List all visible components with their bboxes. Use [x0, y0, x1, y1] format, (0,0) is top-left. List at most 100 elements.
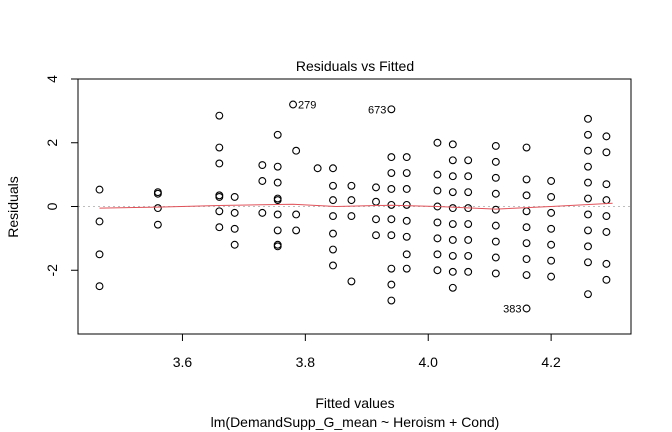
- residual-point: [273, 162, 282, 171]
- x-axis: 3.6 3.8 4.0 4.2: [173, 334, 561, 370]
- outlier-label: 279: [298, 100, 316, 112]
- outlier-point: [289, 100, 298, 109]
- residual-point: [448, 236, 457, 244]
- residual-point: [584, 290, 592, 299]
- residual-point: [433, 266, 442, 275]
- y-axis: -2 0 2 4: [44, 75, 78, 276]
- residual-point: [387, 185, 396, 193]
- residual-point: [448, 188, 457, 197]
- residual-point: [448, 267, 457, 276]
- residual-point: [448, 204, 457, 213]
- residual-point: [347, 196, 356, 205]
- residual-point: [402, 169, 411, 177]
- residual-point: [464, 220, 473, 228]
- outlier-point: [387, 105, 396, 114]
- residual-point: [329, 212, 337, 221]
- residual-point: [491, 237, 500, 246]
- residual-point: [273, 196, 282, 205]
- residual-point: [95, 250, 104, 259]
- residual-point: [491, 157, 500, 166]
- residual-point: [522, 255, 531, 264]
- residual-point: [433, 218, 442, 227]
- residual-point: [547, 177, 556, 185]
- x-tick-label: 3.8: [296, 354, 316, 370]
- residual-point: [464, 156, 473, 165]
- residual-point: [402, 232, 411, 241]
- residual-point: [95, 217, 104, 226]
- residual-point: [153, 220, 162, 229]
- residual-point: [372, 215, 380, 224]
- residual-point: [464, 188, 473, 197]
- residual-point: [402, 264, 411, 273]
- residual-point: [584, 130, 592, 139]
- residual-point: [230, 192, 239, 201]
- residual-point: [602, 148, 611, 157]
- residual-point: [402, 153, 411, 162]
- residual-point: [433, 138, 442, 147]
- residual-point: [491, 205, 500, 214]
- residual-point: [491, 141, 500, 150]
- residual-point: [547, 192, 556, 201]
- y-tick-label: 2: [44, 139, 60, 147]
- residual-point: [522, 239, 531, 248]
- residual-point: [448, 220, 457, 228]
- residual-point: [215, 143, 224, 152]
- residual-point: [258, 208, 267, 217]
- residual-point: [329, 181, 337, 190]
- residual-point: [292, 146, 301, 155]
- residual-point: [448, 140, 457, 149]
- residual-point: [402, 250, 411, 259]
- residual-point: [292, 210, 301, 219]
- residual-point: [230, 224, 239, 233]
- residual-point: [387, 215, 396, 224]
- residual-point: [215, 192, 224, 201]
- residual-point: [584, 210, 592, 219]
- residual-point: [230, 208, 239, 217]
- residual-point: [547, 256, 556, 265]
- residual-point: [464, 172, 473, 181]
- residual-point: [491, 269, 500, 278]
- residual-point: [433, 170, 442, 179]
- residual-point: [347, 181, 356, 190]
- residual-point: [273, 130, 282, 139]
- residual-point: [273, 210, 282, 219]
- residual-point: [258, 177, 267, 185]
- residual-point: [372, 231, 380, 240]
- residual-point: [522, 223, 531, 232]
- residual-point: [329, 261, 337, 270]
- chart-title: Residuals vs Fitted: [296, 58, 414, 74]
- y-axis-label: Residuals: [5, 176, 21, 237]
- residual-point: [153, 189, 162, 198]
- x-tick-label: 4.2: [541, 354, 561, 370]
- residual-point: [433, 250, 442, 259]
- residual-point: [402, 200, 411, 209]
- residual-point: [522, 175, 531, 184]
- residual-point: [584, 194, 592, 203]
- residual-point: [292, 226, 301, 235]
- model-formula-subtitle: lm(DemandSupp_G_mean ~ Heroism + Cond): [211, 414, 500, 430]
- residual-point: [387, 153, 396, 162]
- residual-point: [448, 172, 457, 181]
- residual-point: [584, 114, 592, 123]
- residual-point: [547, 224, 556, 233]
- residual-point: [448, 251, 457, 260]
- residual-point: [491, 173, 500, 182]
- residual-point: [347, 277, 356, 286]
- outlier-point: [522, 304, 531, 313]
- residual-point: [329, 229, 337, 238]
- residual-point: [584, 258, 592, 267]
- residual-point: [584, 178, 592, 187]
- residual-point: [273, 242, 282, 251]
- residual-point: [584, 146, 592, 155]
- residual-point: [602, 259, 611, 268]
- residual-point: [215, 111, 224, 120]
- residual-point: [402, 216, 411, 225]
- residual-point: [329, 196, 337, 205]
- residual-point: [602, 275, 611, 284]
- residual-point: [215, 207, 224, 216]
- scatter-points: [95, 111, 611, 305]
- residual-point: [522, 191, 531, 200]
- residual-point: [215, 223, 224, 232]
- x-axis-label: Fitted values: [315, 395, 394, 411]
